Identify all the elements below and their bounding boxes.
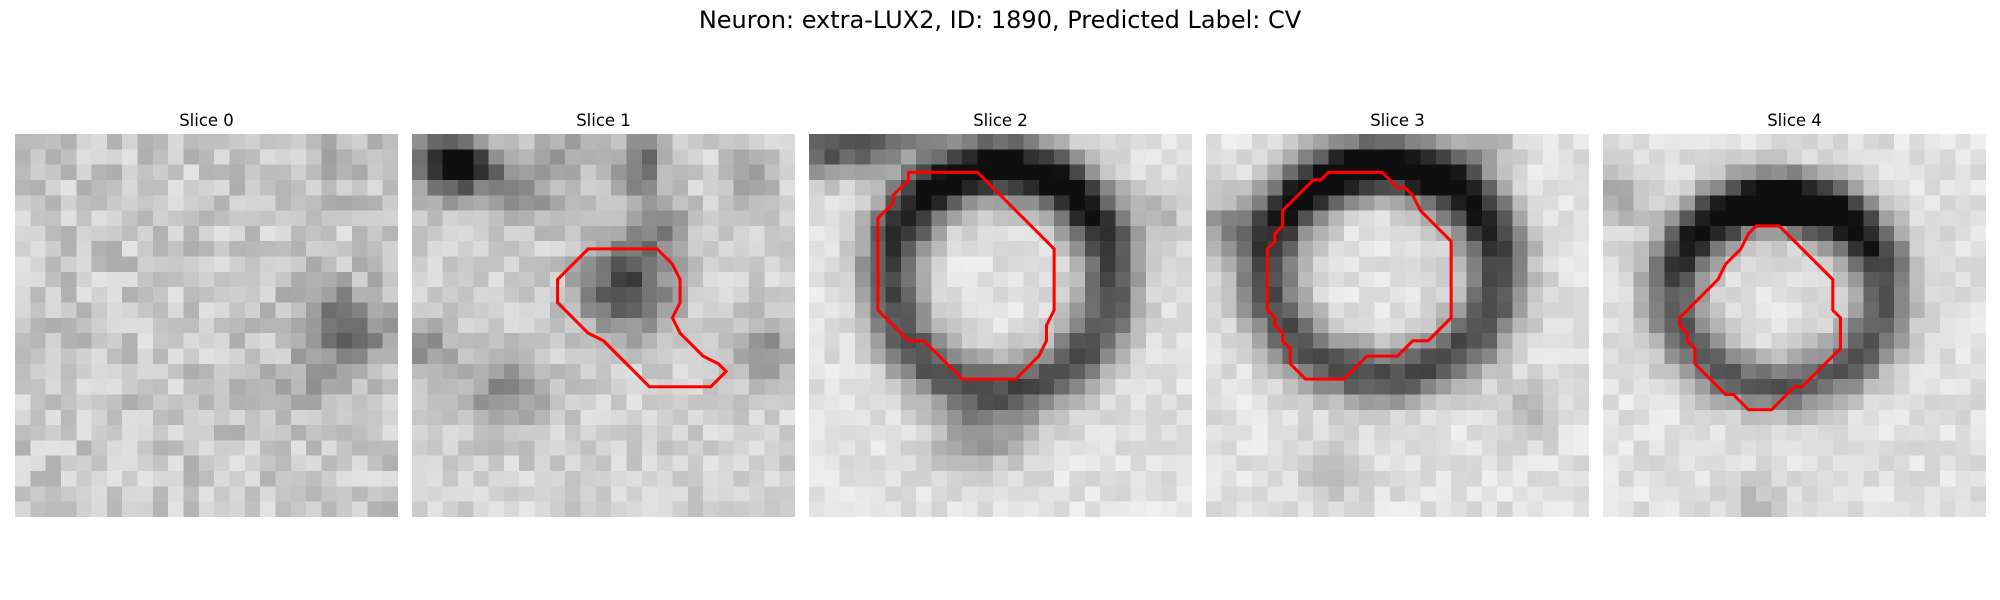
slice-title: Slice 4 — [1767, 111, 1822, 130]
slice-title: Slice 0 — [179, 111, 234, 130]
figure-title: Neuron: extra-LUX2, ID: 1890, Predicted … — [698, 6, 1302, 34]
roi-contour — [1265, 170, 1453, 381]
roi-contour — [556, 247, 729, 389]
panel-slice-3: Slice 3 — [1206, 108, 1589, 517]
panel-slice-0: Slice 0 — [15, 108, 398, 517]
micrograph-slice-3 — [1206, 134, 1589, 517]
panel-slice-4: Slice 4 — [1603, 108, 1986, 517]
roi-contour — [1678, 224, 1842, 412]
roi-contour — [876, 170, 1056, 381]
slice-title: Slice 2 — [973, 111, 1028, 130]
micrograph-slice-2 — [809, 134, 1192, 517]
micrograph-slice-4 — [1603, 134, 1986, 517]
micrograph-slice-1 — [412, 134, 795, 517]
panel-slice-2: Slice 2 — [809, 108, 1192, 517]
slice-title: Slice 1 — [576, 111, 631, 130]
micrograph-slice-0 — [15, 134, 398, 517]
slice-title: Slice 3 — [1370, 111, 1425, 130]
panel-slice-1: Slice 1 — [412, 108, 795, 517]
